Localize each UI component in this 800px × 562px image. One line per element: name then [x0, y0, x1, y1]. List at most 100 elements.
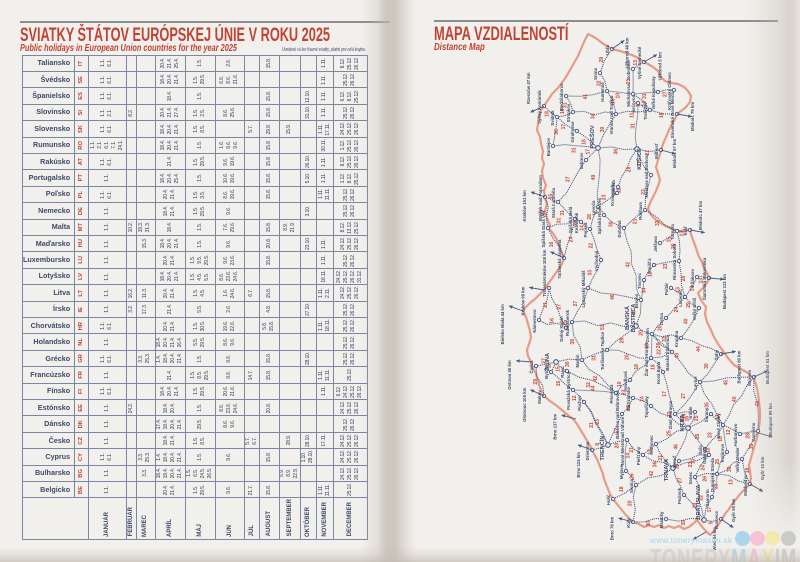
svg-text:14: 14	[674, 464, 680, 470]
svg-text:29: 29	[620, 338, 626, 344]
svg-text:Nová Baňa: Nová Baňa	[656, 361, 661, 384]
svg-text:Užhorod 5 km: Užhorod 5 km	[657, 52, 662, 81]
svg-text:27: 27	[565, 176, 571, 182]
svg-text:16: 16	[685, 416, 691, 422]
svg-text:43: 43	[674, 353, 680, 359]
svg-text:Nové Mesto nad Váhom: Nové Mesto nad Váhom	[620, 417, 625, 466]
svg-text:12: 12	[547, 363, 553, 369]
svg-text:17: 17	[586, 149, 592, 155]
svg-text:20: 20	[657, 325, 663, 331]
svg-text:33: 33	[667, 411, 673, 417]
svg-text:47: 47	[631, 309, 637, 315]
svg-text:25: 25	[715, 459, 721, 465]
svg-text:Makov: Makov	[537, 390, 542, 404]
svg-text:26: 26	[695, 434, 701, 440]
svg-text:Prievidza: Prievidza	[609, 384, 614, 403]
svg-text:21: 21	[645, 150, 651, 156]
svg-text:14: 14	[642, 101, 648, 107]
svg-text:14: 14	[639, 396, 645, 402]
svg-text:31: 31	[563, 102, 569, 108]
svg-text:Kráľ: Kráľ	[683, 226, 688, 235]
svg-text:Budapest 113 km: Budapest 113 km	[722, 274, 727, 309]
svg-text:Senica: Senica	[629, 478, 634, 492]
svg-text:18: 18	[619, 486, 625, 492]
svg-text:26: 26	[656, 342, 662, 348]
svg-text:TRNAVA: TRNAVA	[664, 459, 670, 481]
svg-text:Győr 55 km: Győr 55 km	[731, 498, 736, 522]
svg-text:19: 19	[644, 343, 650, 349]
svg-text:Spišská Nová Ves: Spišská Nová Ves	[597, 197, 602, 234]
svg-text:Martin: Martin	[575, 354, 580, 367]
svg-text:Rožňava: Rožňava	[638, 202, 643, 220]
svg-text:Vráble: Vráble	[688, 406, 693, 420]
svg-text:KOŠICE: KOŠICE	[635, 148, 643, 170]
svg-text:Sečovce: Sečovce	[631, 95, 636, 113]
svg-text:Rusovce: Rusovce	[714, 510, 719, 529]
svg-text:21: 21	[589, 422, 595, 428]
svg-text:22: 22	[657, 349, 663, 355]
svg-text:22: 22	[597, 80, 603, 86]
svg-text:21: 21	[633, 218, 639, 224]
svg-text:34: 34	[642, 288, 648, 294]
svg-text:Šiatorská Bukovinka: Šiatorská Bukovinka	[702, 257, 707, 300]
svg-text:Drietoma: Drietoma	[585, 441, 590, 460]
svg-text:Levoča: Levoča	[591, 200, 596, 215]
svg-text:Sobrance: Sobrance	[626, 60, 631, 80]
svg-text:17: 17	[614, 428, 620, 434]
svg-text:24: 24	[701, 465, 707, 471]
svg-text:31: 31	[571, 147, 577, 153]
svg-text:26: 26	[630, 473, 636, 479]
svg-text:30: 30	[608, 221, 614, 227]
svg-text:Ubľa: Ubľa	[605, 45, 610, 55]
svg-text:13: 13	[680, 231, 686, 237]
svg-text:Mníšek nad Popradom: Mníšek nad Popradom	[538, 175, 543, 221]
svg-text:22: 22	[680, 416, 686, 422]
svg-text:16: 16	[611, 98, 617, 104]
svg-text:18: 18	[651, 364, 657, 370]
svg-text:Šahy: Šahy	[714, 349, 719, 360]
svg-text:12: 12	[726, 429, 732, 435]
svg-text:Miskolc 57 km: Miskolc 57 km	[672, 139, 677, 168]
svg-text:BYSTRICA: BYSTRICA	[631, 304, 637, 333]
svg-text:44: 44	[696, 346, 702, 352]
svg-text:18: 18	[634, 364, 640, 370]
svg-text:12: 12	[706, 447, 712, 453]
svg-text:TRENČÍN: TRENČÍN	[598, 436, 606, 461]
svg-text:26: 26	[702, 476, 708, 482]
svg-text:Budapest 80 km: Budapest 80 km	[737, 350, 742, 383]
svg-text:29: 29	[686, 302, 692, 308]
svg-text:Rimavská Sobota: Rimavská Sobota	[672, 243, 677, 279]
svg-text:13: 13	[715, 414, 721, 420]
svg-text:Kráľovský Chlmec: Kráľovský Chlmec	[667, 72, 672, 110]
svg-text:Topoľčany: Topoľčany	[644, 396, 649, 418]
svg-text:Budapest 99 km: Budapest 99 km	[768, 403, 773, 436]
svg-text:Považská Bystrica: Považská Bystrica	[566, 372, 571, 410]
svg-text:Veľký Krtíš: Veľký Krtíš	[692, 297, 697, 320]
svg-text:46: 46	[610, 294, 616, 300]
svg-text:20: 20	[639, 330, 645, 336]
svg-text:12: 12	[617, 188, 623, 194]
svg-text:Veľký Meder: Veľký Meder	[735, 447, 740, 473]
svg-text:Snina: Snina	[593, 68, 598, 80]
svg-text:29: 29	[533, 379, 539, 385]
svg-text:45: 45	[723, 380, 729, 386]
svg-text:Trebišov: Trebišov	[643, 102, 648, 120]
svg-text:Stropkov: Stropkov	[566, 103, 571, 122]
svg-text:Žiar nad Hronom: Žiar nad Hronom	[644, 342, 649, 377]
svg-text:Medveďov: Medveďov	[743, 474, 748, 496]
svg-text:17: 17	[662, 391, 668, 397]
svg-text:Kolárovo: Kolárovo	[720, 443, 725, 462]
svg-text:26: 26	[681, 276, 687, 282]
svg-text:Brno 115 km: Brno 115 km	[576, 452, 581, 478]
svg-text:5: 5	[709, 521, 715, 524]
svg-text:34: 34	[590, 113, 596, 119]
svg-text:10: 10	[617, 381, 623, 387]
svg-text:Tatranská Javorina: Tatranská Javorina	[557, 239, 562, 278]
svg-text:Jelšava: Jelšava	[653, 236, 658, 252]
svg-text:Východná: Východná	[594, 250, 599, 271]
svg-text:15: 15	[549, 194, 555, 200]
svg-text:15: 15	[666, 237, 672, 243]
svg-text:23: 23	[595, 419, 601, 425]
svg-text:Dolný Kubín: Dolný Kubín	[559, 316, 564, 342]
svg-text:Zvolen: Zvolen	[645, 328, 650, 342]
